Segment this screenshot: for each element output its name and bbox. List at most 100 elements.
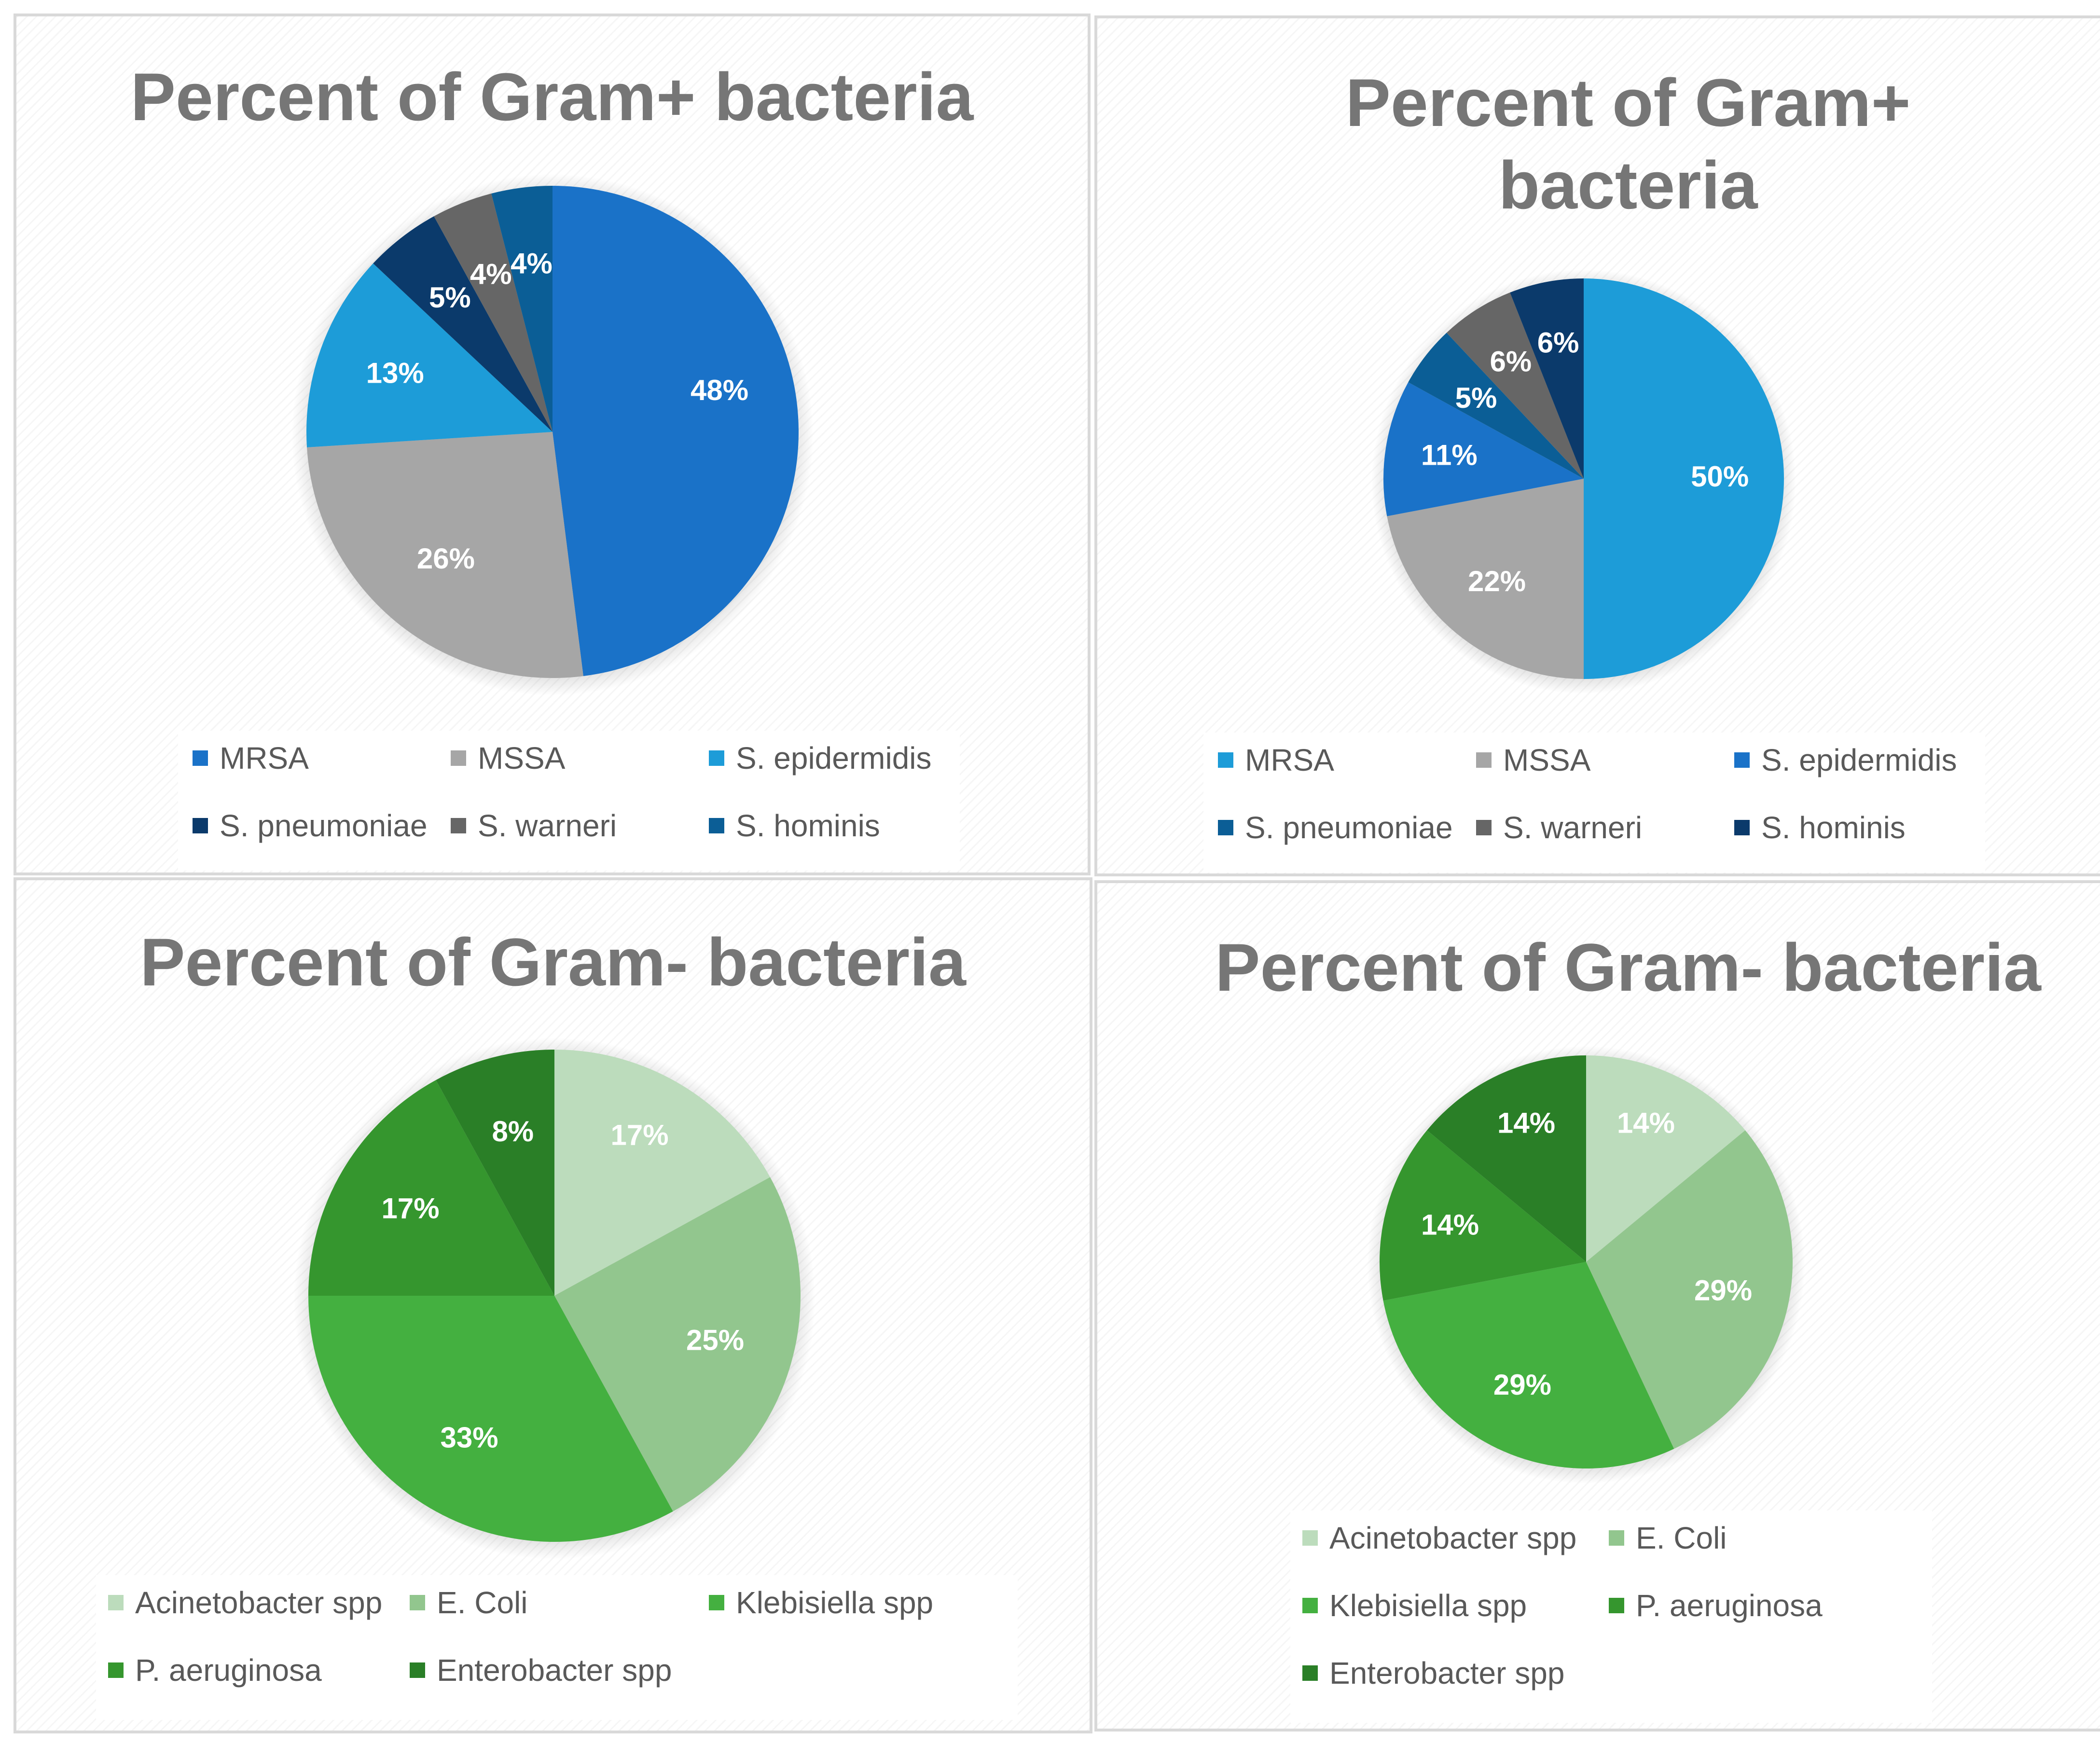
pie-slice-mrsa: [553, 186, 799, 676]
chart-legend: MRSA MSSA S. epidermidis S. pneumoniae S…: [1203, 733, 1985, 872]
data-label: 33%: [440, 1421, 498, 1454]
legend-swatch: [1218, 820, 1233, 835]
data-label: 14%: [1497, 1107, 1555, 1139]
data-label: 4%: [470, 258, 512, 290]
pie-slice-p-aeruginosa: [308, 1080, 554, 1296]
data-label: 22%: [1468, 565, 1526, 597]
data-label: 25%: [686, 1324, 744, 1357]
legend-label: Enterobacter spp: [437, 1653, 672, 1688]
legend-item: S. pneumoniae: [1218, 810, 1453, 845]
chart-legend: Acinetobacter spp E. Coli Klebisiella sp…: [1290, 1510, 1932, 1723]
legend-swatch: [108, 1662, 124, 1678]
data-label: 14%: [1421, 1208, 1479, 1241]
pie-slice-enterobacter-spp: [436, 1050, 554, 1296]
data-label: 5%: [1455, 382, 1497, 414]
legend-item: Klebisiella spp: [1302, 1588, 1527, 1623]
legend-label: MRSA: [220, 741, 309, 776]
legend-label: E. Coli: [1636, 1521, 1727, 1555]
legend-swatch: [1302, 1665, 1318, 1681]
legend-label: Acinetobacter spp: [135, 1585, 383, 1620]
legend-label: S. epidermidis: [736, 741, 932, 776]
legend-swatch: [1476, 752, 1492, 768]
data-label: 29%: [1493, 1369, 1551, 1401]
pie-slice-p-aeruginosa: [1379, 1130, 1586, 1301]
legend-swatch: [1734, 752, 1750, 768]
legend-label: Klebisiella spp: [736, 1585, 934, 1620]
legend-label: Klebisiella spp: [1329, 1588, 1527, 1623]
legend-item: S. pneumoniae: [193, 808, 428, 844]
data-label: 50%: [1691, 460, 1749, 493]
pie-slice-acinetobacter-spp: [1586, 1055, 1745, 1262]
data-label: 17%: [610, 1119, 668, 1151]
chart-legend: MRSA MSSA S. epidermidis S. pneumoniae S…: [178, 731, 960, 871]
legend-label: MRSA: [1245, 743, 1334, 777]
legend-label: Enterobacter spp: [1329, 1656, 1565, 1690]
legend-swatch: [193, 818, 208, 833]
legend-label: P. aeruginosa: [1636, 1588, 1823, 1623]
legend-item: S. warneri: [1476, 810, 1642, 845]
pie-chart: 14% 29% 29% 14% 14%: [1367, 1046, 1805, 1484]
legend-item: Acinetobacter spp: [1302, 1520, 1576, 1556]
legend-label: MSSA: [478, 741, 566, 776]
chart-panel-gram-positive-1: Percent of Gram+ bacteria 48% 26% 13% 5% 4% 4…: [14, 14, 1091, 875]
chart-title: Percent of Gram+ bacteria: [1345, 65, 1911, 223]
legend-item: MRSA: [193, 740, 309, 776]
data-label: 4%: [511, 248, 553, 280]
legend-label: S. epidermidis: [1761, 743, 1957, 777]
legend-item: E. Coli: [1609, 1520, 1727, 1556]
legend-swatch: [1609, 1598, 1624, 1613]
legend-swatch: [1302, 1530, 1318, 1546]
legend-label: MSSA: [1503, 743, 1591, 777]
pie-slice-s-epidermidis: [306, 263, 553, 448]
legend-item: S. hominis: [1734, 810, 1906, 845]
chart-title: Percent of Gram- bacteria: [1215, 929, 2041, 1005]
legend-swatch: [193, 750, 208, 766]
legend-label: S. warneri: [478, 808, 617, 843]
chart-title: Percent of Gram- bacteria: [140, 924, 966, 1000]
pie-slice-s-pneumoniae: [373, 216, 553, 432]
pie-slice-s-warneri: [1446, 292, 1584, 479]
pie-chart: 48%26%13%5%4%4%: [291, 174, 814, 696]
chart-legend: Acinetobacter spp E. Coli Klebisiella sp…: [96, 1575, 1018, 1720]
pie-slice-s-hominis: [1510, 278, 1584, 479]
legend-item: P. aeruginosa: [108, 1652, 322, 1688]
pie-slice-klebisiella-spp: [308, 1296, 673, 1542]
legend-label: S. warneri: [1503, 810, 1643, 845]
data-label: 13%: [366, 357, 424, 389]
legend-item: S. hominis: [709, 808, 880, 844]
legend-swatch: [108, 1595, 124, 1610]
legend-swatch: [1218, 752, 1233, 768]
legend-item: Klebisiella spp: [709, 1585, 933, 1620]
legend-label: Acinetobacter spp: [1329, 1521, 1577, 1555]
legend-label: S. pneumoniae: [1245, 810, 1453, 845]
legend-swatch: [1734, 820, 1750, 835]
legend-item: MSSA: [451, 740, 565, 776]
legend-item: S. epidermidis: [1734, 742, 1957, 778]
pie-slice-enterobacter-spp: [1427, 1055, 1586, 1262]
pie-slice-mssa: [1387, 479, 1584, 679]
data-label: 6%: [1490, 346, 1532, 378]
pie-slice-s-epidermidis: [1383, 382, 1584, 516]
legend-label: P. aeruginosa: [135, 1653, 322, 1688]
legend-label: S. pneumoniae: [220, 808, 428, 843]
pie-slice-s-pneumoniae: [1408, 332, 1584, 479]
legend-item: S. epidermidis: [709, 740, 932, 776]
pie-chart: 50% 22% 11% 5% 6%6%: [1371, 269, 1796, 694]
legend-item: S. warneri: [451, 808, 617, 844]
legend-item: Acinetobacter spp: [108, 1585, 382, 1620]
legend-item: Enterobacter spp: [1302, 1655, 1564, 1691]
legend-swatch: [1302, 1598, 1318, 1613]
chart-panel-gram-negative-2: Percent of Gram- bacteria 14% 29% 29% 14% 14…: [1094, 880, 2100, 1731]
data-label: 5%: [429, 281, 471, 314]
pie-chart: 17% 25% 33% 17% 8%: [293, 1038, 815, 1560]
pie-slice-mrsa: [1584, 278, 1784, 679]
legend-swatch: [709, 750, 724, 766]
legend-swatch: [709, 1595, 724, 1610]
legend-item: MRSA: [1218, 742, 1334, 778]
legend-item: Enterobacter spp: [410, 1652, 672, 1688]
legend-item: MSSA: [1476, 742, 1590, 778]
pie-slice-s-warneri: [434, 194, 553, 432]
chart-title: Percent of Gram+ bacteria: [130, 59, 974, 135]
data-label: 6%: [1537, 327, 1579, 359]
legend-swatch: [451, 818, 466, 833]
